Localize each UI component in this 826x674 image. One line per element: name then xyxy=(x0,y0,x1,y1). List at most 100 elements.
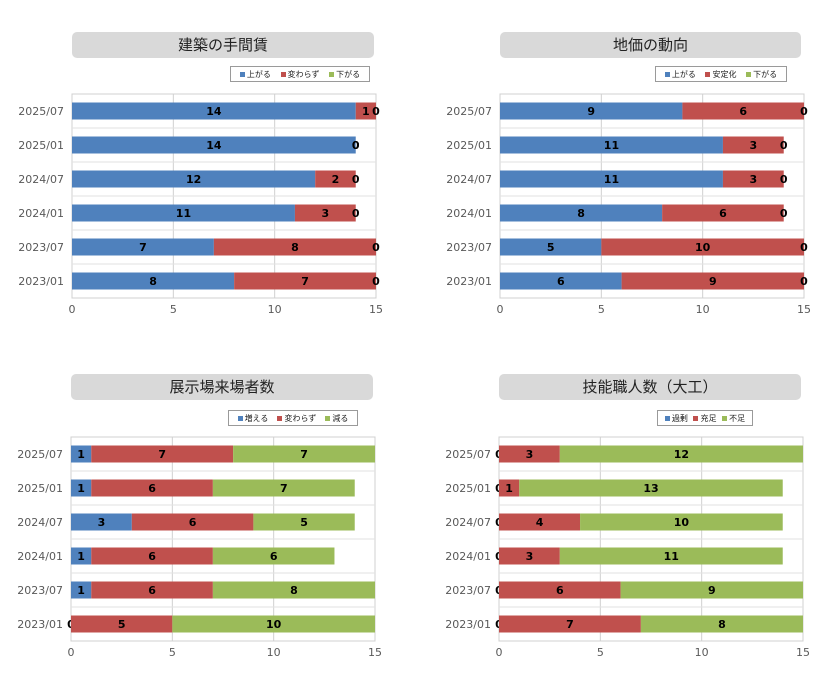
data-label: 1 xyxy=(505,482,513,495)
bar-segment xyxy=(212,547,335,565)
legend-swatch xyxy=(237,415,243,421)
x-tick-label: 15 xyxy=(796,646,810,659)
legend-item: 減る xyxy=(325,413,348,424)
bar-segment xyxy=(500,272,622,290)
y-tick-label: 2024/01 xyxy=(18,207,64,220)
y-tick-label: 2024/07 xyxy=(445,516,491,529)
data-label: 11 xyxy=(604,139,619,152)
chart-legend: 上がる 安定化 下がる xyxy=(655,66,787,82)
bar-segment xyxy=(71,581,92,599)
bar-segment xyxy=(620,581,803,599)
bar-segment xyxy=(640,615,803,633)
data-label: 0 xyxy=(800,105,808,118)
chart-plot: 0510152025/0703122025/0101132024/0704102… xyxy=(445,436,810,659)
data-label: 0 xyxy=(352,139,360,152)
bar-segment xyxy=(71,513,132,531)
chart-panel-land-price: 地価の動向 上がる 安定化 下がる 0 5 10 15 2025/07 9 6 0 2025/01 1… xyxy=(413,0,826,337)
bar-segment xyxy=(500,136,723,154)
bar-segment xyxy=(212,479,355,497)
bar-segment xyxy=(91,547,213,565)
legend-label: 充足 xyxy=(700,413,717,423)
data-label: 0 xyxy=(352,139,360,152)
legend-item: 変わらず xyxy=(277,413,316,424)
x-tick-label: 10 xyxy=(695,646,709,659)
bar-segment xyxy=(91,479,213,497)
bar-segment xyxy=(559,445,803,463)
y-tick-label: 2025/07 xyxy=(446,105,492,118)
chart-plot: 0 5 10 15 2025/07 9 6 0 2025/01 11 3 0 2024/07 11 3 0 20… xyxy=(446,93,811,316)
legend-label: 減る xyxy=(332,413,349,423)
data-label: 0 xyxy=(780,207,788,220)
data-label: 6 xyxy=(270,550,278,563)
legend-swatch xyxy=(277,415,283,421)
y-tick-label: 2025/01 xyxy=(18,139,64,152)
data-label: 11 xyxy=(664,550,679,563)
data-label: 1 xyxy=(77,584,85,597)
bar-segment xyxy=(71,445,92,463)
x-tick-label: 10 xyxy=(696,303,710,316)
bar-segment xyxy=(233,445,375,463)
legend-item: 安定化 xyxy=(705,69,736,80)
legend-item: 不足 xyxy=(722,413,745,424)
bar-segment xyxy=(499,479,520,497)
y-tick-label: 2024/01 xyxy=(445,550,491,563)
bar-segment xyxy=(315,170,356,188)
bar-segment xyxy=(71,547,92,565)
data-label: 6 xyxy=(148,482,156,495)
data-label: 6 xyxy=(557,275,565,288)
legend-label: 下がる xyxy=(336,69,361,79)
chart-title: 地価の動向 xyxy=(500,32,801,58)
legend-swatch xyxy=(280,71,286,77)
data-label: 0 xyxy=(352,207,360,220)
data-label: 6 xyxy=(189,516,197,529)
data-label: 4 xyxy=(536,516,544,529)
bar-segment xyxy=(212,581,375,599)
data-label: 7 xyxy=(139,241,147,254)
y-tick-label: 2024/01 xyxy=(446,207,492,220)
x-tick-label: 5 xyxy=(598,303,605,316)
data-label: 7 xyxy=(280,482,288,495)
data-label: 12 xyxy=(186,173,201,186)
bar-segment xyxy=(131,513,254,531)
data-label: 5 xyxy=(547,241,555,254)
bar-segment xyxy=(213,238,376,256)
y-tick-label: 2023/07 xyxy=(17,584,63,597)
data-label: 0 xyxy=(800,275,808,288)
legend-item: 充足 xyxy=(693,413,716,424)
data-label: 13 xyxy=(643,482,658,495)
bar-segment xyxy=(500,238,602,256)
legend-swatch xyxy=(664,71,670,77)
data-label: 8 xyxy=(290,584,298,597)
y-tick-label: 2025/07 xyxy=(445,448,491,461)
data-label: 5 xyxy=(118,618,126,631)
legend-label: 上がる xyxy=(671,69,696,79)
legend-label: 下がる xyxy=(753,69,778,79)
data-label: 6 xyxy=(556,584,564,597)
bar-segment xyxy=(72,170,316,188)
legend-item: 増える xyxy=(237,413,268,424)
bar-segment xyxy=(72,136,356,154)
data-label: 7 xyxy=(566,618,574,631)
bar-segment xyxy=(234,272,376,290)
x-tick-label: 15 xyxy=(368,646,382,659)
x-tick-label: 5 xyxy=(170,303,177,316)
bar-segment xyxy=(72,238,214,256)
data-label: 0 xyxy=(372,105,380,118)
bar-segment xyxy=(662,204,784,222)
bar-segment xyxy=(294,204,356,222)
x-tick-label: 15 xyxy=(369,303,383,316)
legend-label: 過剰 xyxy=(671,413,688,423)
legend-swatch xyxy=(705,71,711,77)
data-label: 0 xyxy=(372,241,380,254)
data-label: 12 xyxy=(674,448,689,461)
data-label: 6 xyxy=(719,207,727,220)
data-label: 0 xyxy=(780,139,788,152)
data-label: 7 xyxy=(301,275,309,288)
bar-segment xyxy=(682,102,804,120)
bar-segment xyxy=(500,102,683,120)
x-tick-label: 10 xyxy=(268,303,282,316)
data-label: 3 xyxy=(526,550,534,563)
chart-title: 展示場来場者数 xyxy=(71,374,373,400)
data-label: 8 xyxy=(577,207,585,220)
